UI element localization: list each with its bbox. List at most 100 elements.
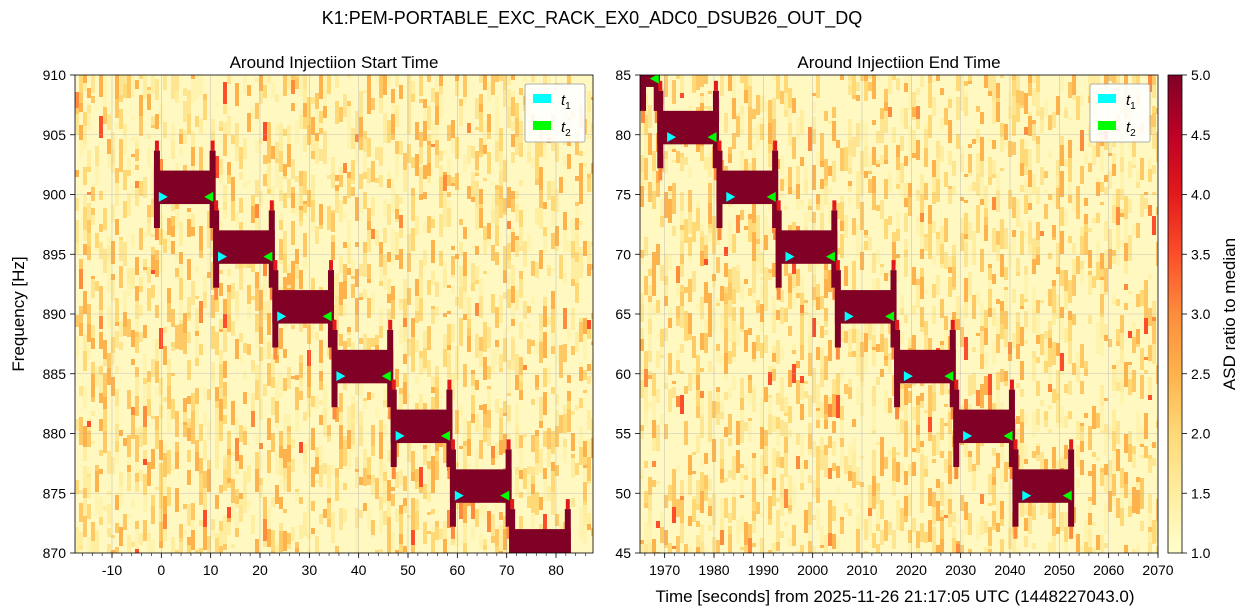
heatmap-cell	[515, 204, 519, 222]
heatmap-cell	[139, 426, 143, 432]
heatmap-cell	[507, 89, 511, 107]
heatmap-cell	[1032, 174, 1036, 194]
heatmap-cell	[507, 107, 511, 124]
heatmap-cell	[507, 369, 511, 393]
heatmap-cell	[976, 153, 980, 174]
heatmap-cell	[908, 126, 912, 150]
heatmap-cell	[567, 154, 571, 169]
heatmap-cell	[391, 134, 395, 140]
heatmap-cell	[704, 245, 708, 255]
heatmap-cell	[287, 462, 291, 466]
heatmap-cell	[680, 500, 684, 523]
heatmap-cell	[1128, 431, 1132, 444]
heatmap-cell	[1048, 542, 1052, 553]
heatmap-cell	[728, 283, 732, 300]
heatmap-cell	[159, 159, 163, 179]
heatmap-cell	[203, 440, 207, 445]
heatmap-cell	[387, 537, 391, 553]
heatmap-cell	[291, 80, 295, 94]
heatmap-cell	[523, 365, 527, 370]
heatmap-cell	[960, 233, 964, 251]
heatmap-cell	[748, 538, 752, 553]
heatmap-cell	[575, 283, 579, 303]
heatmap-cell	[319, 204, 323, 225]
heatmap-cell	[1032, 309, 1036, 333]
heatmap-cell	[323, 384, 327, 408]
heatmap-cell	[704, 259, 708, 265]
heatmap-cell	[992, 448, 996, 456]
heatmap-cell	[1148, 345, 1152, 361]
heatmap-cell	[848, 168, 852, 174]
heatmap-cell	[247, 113, 251, 132]
heatmap-cell	[1056, 400, 1060, 423]
heatmap-cell	[291, 459, 295, 472]
heatmap-cell	[159, 440, 163, 460]
heatmap-cell	[828, 500, 832, 515]
heatmap-cell	[644, 461, 648, 468]
heatmap-cell	[587, 421, 591, 430]
heatmap-cell	[143, 427, 147, 445]
heatmap-cell	[992, 467, 996, 477]
heatmap-cell	[1024, 195, 1028, 214]
heatmap-cell	[892, 242, 896, 265]
heatmap-cell	[495, 75, 499, 82]
heatmap-cell	[724, 247, 728, 256]
heatmap-cell	[1116, 335, 1120, 341]
heatmap-cell	[371, 475, 375, 482]
heatmap-cell	[519, 390, 523, 400]
heatmap-cell	[680, 395, 684, 414]
heatmap-cell	[319, 111, 323, 123]
heatmap-cell	[1084, 214, 1088, 224]
heatmap-cell	[1048, 429, 1052, 433]
heatmap-cell	[279, 220, 283, 230]
heatmap-cell	[155, 430, 159, 449]
heatmap-cell	[644, 369, 648, 387]
heatmap-cell	[387, 501, 391, 517]
transient-smear	[772, 150, 779, 229]
heatmap-cell	[1100, 406, 1104, 430]
heatmap-cell	[824, 414, 828, 420]
heatmap-cell	[668, 142, 672, 151]
heatmap-cell	[1060, 318, 1064, 340]
heatmap-cell	[652, 171, 656, 191]
heatmap-cell	[467, 297, 471, 319]
heatmap-cell	[147, 371, 151, 382]
heatmap-cell	[91, 325, 95, 338]
heatmap-cell	[824, 111, 828, 121]
heatmap-cell	[852, 137, 856, 157]
heatmap-cell	[515, 375, 519, 390]
heatmap-cell	[780, 457, 784, 468]
heatmap-cell	[996, 245, 1000, 261]
heatmap-cell	[367, 168, 371, 183]
heatmap-cell	[696, 355, 700, 375]
heatmap-cell	[1116, 382, 1120, 391]
heatmap-cell	[379, 242, 383, 254]
heatmap-cell	[816, 75, 820, 98]
heatmap-cell	[752, 261, 756, 280]
heatmap-cell	[788, 293, 792, 309]
heatmap-cell	[183, 313, 187, 333]
heatmap-cell	[195, 336, 199, 358]
heatmap-cell	[1120, 157, 1124, 172]
heatmap-cell	[680, 480, 684, 496]
heatmap-cell	[187, 114, 191, 134]
heatmap-cell	[483, 121, 487, 145]
heatmap-cell	[1088, 513, 1092, 517]
heatmap-cell	[856, 539, 860, 553]
heatmap-cell	[668, 543, 672, 553]
heatmap-cell	[1048, 367, 1052, 384]
heatmap-cell	[1112, 474, 1116, 496]
heatmap-cell	[820, 179, 824, 189]
colorbar-ticks: 1.01.52.02.53.03.54.04.55.0	[1182, 67, 1211, 561]
heatmap-cell	[183, 101, 187, 122]
injection-band	[834, 290, 897, 324]
heatmap-cell	[804, 167, 808, 180]
heatmap-cell	[888, 450, 892, 458]
heatmap-cell	[211, 295, 215, 318]
heatmap-cell	[772, 369, 776, 381]
heatmap-cell	[904, 441, 908, 457]
colorbar-tick-label: 5.0	[1191, 67, 1211, 83]
heatmap-cell	[824, 356, 828, 380]
heatmap-cell	[1092, 464, 1096, 476]
heatmap-cell	[700, 491, 704, 513]
